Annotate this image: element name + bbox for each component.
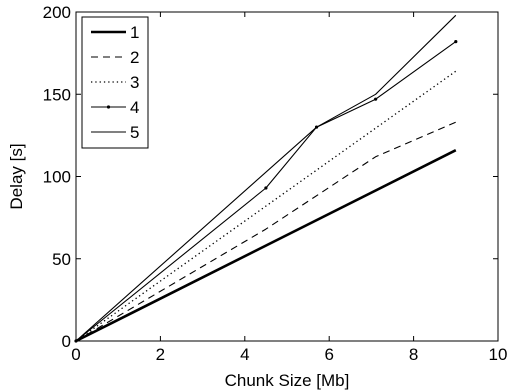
series-line-2 xyxy=(75,121,457,342)
y-tick-label: 150 xyxy=(43,85,71,104)
series-4-point xyxy=(374,97,378,101)
x-tick-label: 4 xyxy=(240,345,249,364)
x-axis-label: Chunk Size [Mb] xyxy=(225,371,350,390)
y-axis-label: Delay [s] xyxy=(7,143,26,209)
series-4-point xyxy=(264,186,268,190)
y-tick-label: 200 xyxy=(43,3,71,22)
series-line-3 xyxy=(75,70,457,342)
legend-label-3: 3 xyxy=(130,73,139,92)
y-tick-label: 50 xyxy=(52,250,71,269)
legend-label-2: 2 xyxy=(130,48,139,67)
series-4-point xyxy=(454,40,458,44)
x-tick-label: 10 xyxy=(489,345,508,364)
plot-area xyxy=(74,14,458,343)
legend-label-4: 4 xyxy=(130,98,139,117)
legend-label-1: 1 xyxy=(130,23,139,42)
x-tick-label: 2 xyxy=(156,345,165,364)
y-tick-label: 100 xyxy=(43,168,71,187)
x-tick-label: 0 xyxy=(71,345,80,364)
legend-box xyxy=(81,16,149,149)
x-tick-label: 8 xyxy=(409,345,418,364)
legend: 1 2 3 4 5 xyxy=(81,16,149,149)
series-line-5 xyxy=(75,14,457,342)
y-tick-label: 0 xyxy=(62,332,71,351)
legend-swatch-point xyxy=(106,105,111,109)
legend-label-5: 5 xyxy=(130,123,139,142)
x-tick-label: 6 xyxy=(324,345,333,364)
series-line-1 xyxy=(75,149,457,343)
